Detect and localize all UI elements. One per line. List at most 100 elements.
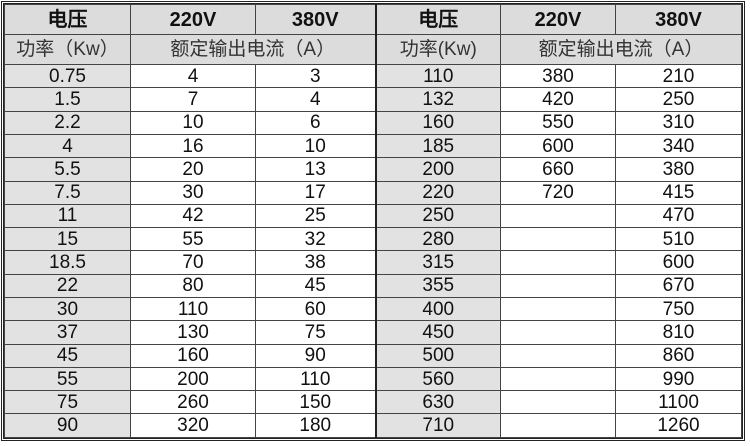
- power-cell: 45: [4, 343, 131, 368]
- current-380v-cell: 860: [615, 343, 742, 368]
- header-row-voltage: 电压 220V 380V 电压 220V 380V: [4, 3, 742, 36]
- current-380v-cell: 150: [255, 390, 376, 415]
- current-220v-cell: [500, 273, 616, 299]
- power-cell: 4: [4, 133, 131, 159]
- table-row: 4 16 10 185 600 340: [4, 133, 742, 159]
- current-220v-cell: 70: [130, 250, 256, 275]
- power-cell: 200: [374, 157, 501, 182]
- current-380v-cell: 210: [615, 64, 742, 89]
- current-220v-cell: 200: [130, 366, 256, 392]
- current-380v-cell: 250: [615, 87, 742, 112]
- current-380v-cell: 10: [255, 133, 376, 159]
- current-380v-cell: 13: [255, 157, 376, 182]
- current-380v-cell: 90: [255, 343, 376, 368]
- power-cell: 22: [4, 273, 131, 299]
- current-380v-cell: 25: [255, 203, 376, 229]
- power-cell: 1.5: [4, 87, 131, 112]
- power-cell: 560: [374, 366, 501, 392]
- current-380v-cell: 310: [615, 110, 742, 135]
- table-row: 37 130 75 450 810: [4, 320, 742, 345]
- current-380v-cell: 1260: [615, 413, 742, 438]
- table-row: 18.5 70 38 315 600: [4, 250, 742, 275]
- current-220v-cell: 20: [130, 157, 256, 182]
- power-cell: 11: [4, 203, 131, 229]
- power-label-right: 功率(Kw): [374, 34, 501, 66]
- power-cell: 90: [4, 413, 131, 438]
- current-220v-cell: [500, 390, 616, 415]
- current-220v-cell: [500, 413, 616, 438]
- current-220v-cell: 4: [130, 64, 256, 89]
- power-cell: 15: [4, 227, 131, 252]
- voltage-380v: 380V: [255, 3, 376, 36]
- current-380v-cell: 4: [255, 87, 376, 112]
- power-cell: 280: [374, 227, 501, 252]
- current-220v-cell: 16: [130, 133, 256, 159]
- power-cell: 500: [374, 343, 501, 368]
- current-380v-cell: 17: [255, 180, 376, 205]
- header-row-power: 功率（Kw） 额定输出电流（A） 功率(Kw) 额定输出电流（A）: [4, 34, 742, 66]
- power-cell: 132: [374, 87, 501, 112]
- power-cell: 450: [374, 320, 501, 345]
- power-cell: 250: [374, 203, 501, 229]
- current-380v-cell: 3: [255, 64, 376, 89]
- power-cell: 5.5: [4, 157, 131, 182]
- current-220v-cell: 7: [130, 87, 256, 112]
- current-220v-cell: [500, 343, 616, 368]
- current-220v-cell: [500, 320, 616, 345]
- current-220v-cell: [500, 296, 616, 322]
- current-380v-cell: 110: [255, 366, 376, 392]
- current-220v-cell: 660: [500, 157, 616, 182]
- current-label-right: 额定输出电流（A）: [500, 34, 742, 66]
- current-380v-cell: 990: [615, 366, 742, 392]
- table-row: 90 320 180 710 1260: [4, 413, 742, 438]
- table-row: 0.75 4 3 110 380 210: [4, 64, 742, 89]
- current-380v-cell: 180: [255, 413, 376, 438]
- current-380v-cell: 750: [615, 296, 742, 322]
- table-row: 15 55 32 280 510: [4, 227, 742, 252]
- voltage-label-right: 电压: [374, 3, 501, 36]
- power-cell: 185: [374, 133, 501, 159]
- current-220v-cell: 720: [500, 180, 616, 205]
- current-380v-cell: 415: [615, 180, 742, 205]
- table-row: 30 110 60 400 750: [4, 296, 742, 322]
- current-380v-cell: 600: [615, 250, 742, 275]
- power-cell: 55: [4, 366, 131, 392]
- current-220v-cell: 55: [130, 227, 256, 252]
- voltage-label: 电压: [4, 3, 131, 36]
- current-220v-cell: 10: [130, 110, 256, 135]
- power-cell: 7.5: [4, 180, 131, 205]
- current-380v-cell: 60: [255, 296, 376, 322]
- current-380v-cell: 810: [615, 320, 742, 345]
- current-220v-cell: [500, 203, 616, 229]
- power-cell: 355: [374, 273, 501, 299]
- current-220v-cell: 420: [500, 87, 616, 112]
- power-cell: 315: [374, 250, 501, 275]
- power-cell: 0.75: [4, 64, 131, 89]
- table-row: 1.5 7 4 132 420 250: [4, 87, 742, 112]
- power-cell: 220: [374, 180, 501, 205]
- current-380v-cell: 510: [615, 227, 742, 252]
- power-cell: 630: [374, 390, 501, 415]
- power-cell: 160: [374, 110, 501, 135]
- power-cell: 75: [4, 390, 131, 415]
- power-cell: 37: [4, 320, 131, 345]
- current-220v-cell: 380: [500, 64, 616, 89]
- current-380v-cell: 340: [615, 133, 742, 159]
- table-row: 75 260 150 630 1100: [4, 390, 742, 415]
- current-220v-cell: 130: [130, 320, 256, 345]
- current-220v-cell: 320: [130, 413, 256, 438]
- power-cell: 710: [374, 413, 501, 438]
- current-380v-cell: 38: [255, 250, 376, 275]
- table-row: 7.5 30 17 220 720 415: [4, 180, 742, 205]
- table-row: 45 160 90 500 860: [4, 343, 742, 368]
- current-220v-cell: 30: [130, 180, 256, 205]
- current-380v-cell: 32: [255, 227, 376, 252]
- table-row: 55 200 110 560 990: [4, 366, 742, 392]
- current-380v-cell: 75: [255, 320, 376, 345]
- power-cell: 18.5: [4, 250, 131, 275]
- current-220v-cell: 80: [130, 273, 256, 299]
- current-220v-cell: 42: [130, 203, 256, 229]
- current-220v-cell: 260: [130, 390, 256, 415]
- current-220v-cell: [500, 366, 616, 392]
- table-row: 11 42 25 250 470: [4, 203, 742, 229]
